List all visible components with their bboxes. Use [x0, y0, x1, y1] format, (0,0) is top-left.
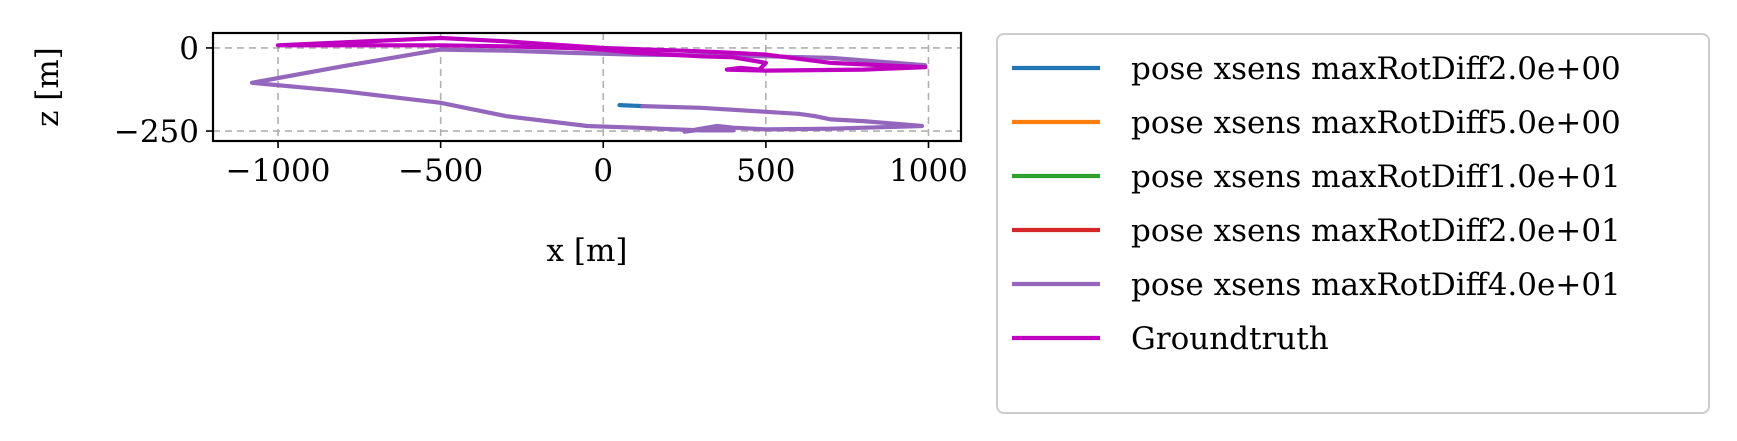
plot-area [213, 33, 961, 141]
legend-frame [996, 33, 1710, 414]
legend-label: pose xsens maxRotDiff2.0e+00 [1131, 51, 1621, 87]
series-lines [249, 35, 928, 134]
legend-label: pose xsens maxRotDiff5.0e+00 [1131, 105, 1621, 141]
legend-label: pose xsens maxRotDiff1.0e+01 [1131, 159, 1621, 195]
legend-label: pose xsens maxRotDiff4.0e+01 [1131, 267, 1621, 303]
x-axis-label: x [m] [547, 233, 628, 269]
legend-label: Groundtruth [1131, 321, 1329, 357]
series-line [617, 102, 645, 109]
series-line [275, 35, 928, 73]
x-axis: −1000 −500 0 500 1000 [226, 141, 968, 189]
x-tick-label: 1000 [889, 153, 968, 189]
y-axis-label: z [m] [30, 47, 66, 127]
legend: pose xsens maxRotDiff2.0e+00 pose xsens m… [996, 33, 1710, 414]
x-tick-label: −1000 [226, 153, 331, 189]
series-line [249, 47, 928, 134]
x-tick-label: 0 [593, 153, 613, 189]
plot-frame [211, 31, 963, 143]
x-tick-label: −500 [398, 153, 483, 189]
x-tick-label: 500 [736, 153, 795, 189]
y-axis: 0 −250 [114, 31, 213, 150]
y-tick-label: 0 [179, 31, 199, 67]
y-tick-label: −250 [114, 114, 199, 150]
legend-label: pose xsens maxRotDiff2.0e+01 [1131, 213, 1621, 249]
